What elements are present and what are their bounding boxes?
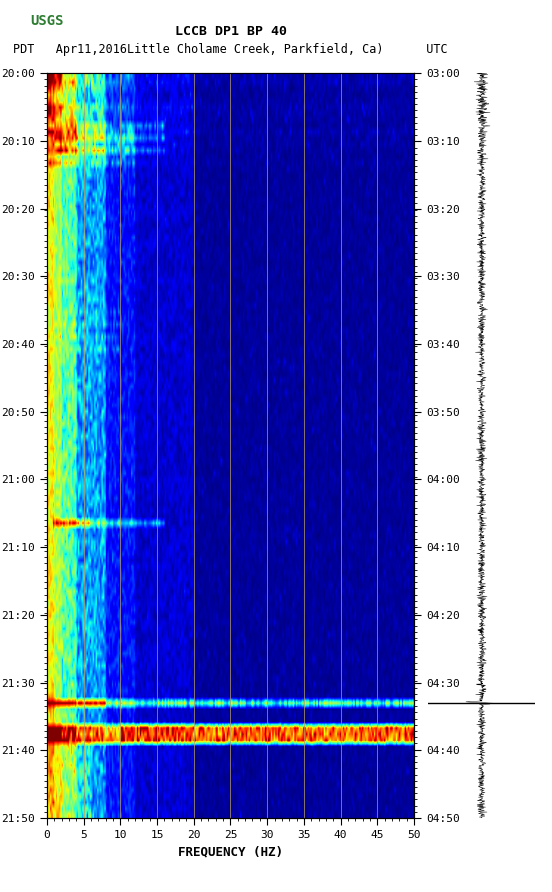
- Text: PDT   Apr11,2016Little Cholame Creek, Parkfield, Ca)      UTC: PDT Apr11,2016Little Cholame Creek, Park…: [13, 43, 448, 56]
- Text: LCCB DP1 BP 40: LCCB DP1 BP 40: [175, 25, 286, 38]
- X-axis label: FREQUENCY (HZ): FREQUENCY (HZ): [178, 846, 283, 858]
- Text: USGS: USGS: [30, 14, 64, 29]
